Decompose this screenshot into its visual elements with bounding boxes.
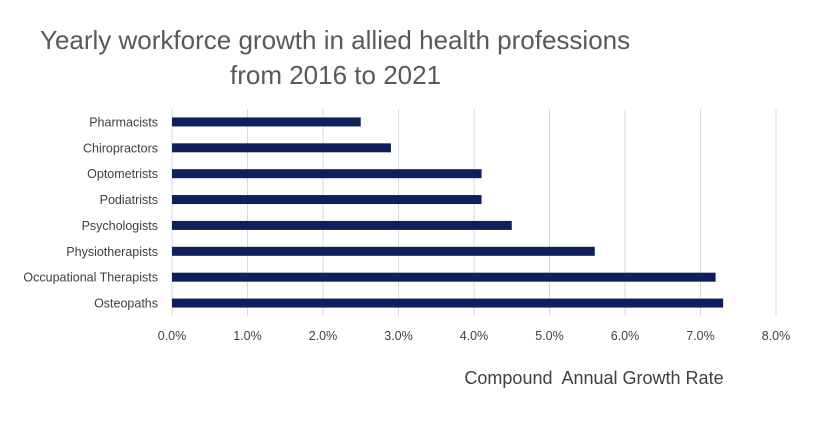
- gridlines: [171, 109, 777, 316]
- category-label: Optometrists: [87, 167, 158, 181]
- x-tick-label: 8.0%: [762, 329, 791, 343]
- bar: [172, 246, 595, 256]
- bar: [172, 117, 361, 127]
- x-tick-label: 6.0%: [611, 329, 640, 343]
- x-tick-label: 0.0%: [158, 329, 187, 343]
- x-axis-title: Compound Annual Growth Rate: [464, 368, 723, 388]
- category-label: Pharmacists: [89, 115, 158, 129]
- x-tick-labels: 0.0% 1.0% 2.0% 3.0% 4.0% 5.0% 6.0% 7.0% 8.0%: [158, 329, 791, 343]
- category-label: Occupational Therapists: [23, 271, 158, 285]
- category-label: Psychologists: [82, 219, 158, 233]
- category-label: Podiatrists: [100, 193, 158, 207]
- category-label: Physiotherapists: [66, 245, 158, 259]
- bar: [172, 298, 724, 308]
- bar: [172, 169, 482, 179]
- bar: [172, 272, 716, 282]
- bars: [172, 117, 724, 308]
- x-tick-label: 1.0%: [233, 329, 262, 343]
- category-label: Chiropractors: [83, 141, 158, 155]
- category-label: Osteopaths: [94, 297, 158, 311]
- category-labels: Pharmacists Chiropractors Optometrists Podi…: [23, 115, 158, 310]
- chart-title-line-2: from 2016 to 2021: [230, 60, 442, 90]
- x-tick-label: 5.0%: [535, 329, 564, 343]
- x-tick-label: 3.0%: [384, 329, 413, 343]
- bar: [172, 143, 391, 153]
- bar: [172, 195, 482, 205]
- x-tick-label: 2.0%: [309, 329, 338, 343]
- bar: [172, 220, 512, 230]
- chart-title-line-1: Yearly workforce growth in allied health…: [40, 25, 631, 55]
- x-tick-label: 4.0%: [460, 329, 489, 343]
- x-tick-label: 7.0%: [686, 329, 715, 343]
